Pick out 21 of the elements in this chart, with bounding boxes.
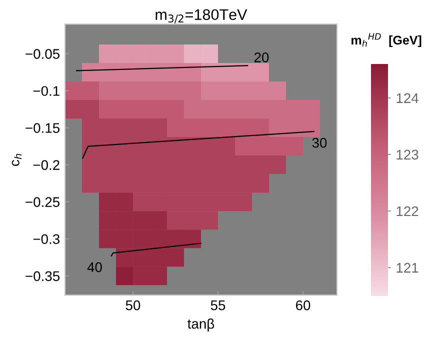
y-tick-label: −0.1: [33, 86, 60, 96]
y-tick-label: −0.2: [33, 160, 60, 170]
annotation: 40: [87, 262, 102, 272]
y-tick-label: −0.15: [26, 123, 60, 133]
x-tick-label: 55: [210, 300, 226, 310]
chart-title: m$_{3/2}$=180TeV: [156, 9, 248, 24]
color-bar-label: 122: [396, 206, 418, 216]
color-bar-title: m$_{h}$$^{HD}$ [GeV]: [352, 33, 422, 48]
x-axis-title: tanβ: [188, 318, 214, 332]
x-tick-label: 50: [126, 300, 140, 310]
y-axis-title: c$_{h}$: [12, 154, 22, 166]
y-tick-label: −0.25: [26, 197, 60, 207]
annotation: 20: [254, 52, 269, 62]
x-tick-label: 60: [296, 300, 310, 310]
color-bar-label: 123: [396, 150, 418, 160]
color-bar-label: 121: [396, 262, 418, 273]
y-tick-label: −0.35: [26, 271, 60, 282]
y-tick-label: −0.05: [26, 49, 60, 59]
y-tick-label: −0.3: [33, 234, 60, 244]
annotation: 30: [312, 138, 327, 148]
color-bar-label: 124: [396, 93, 418, 103]
